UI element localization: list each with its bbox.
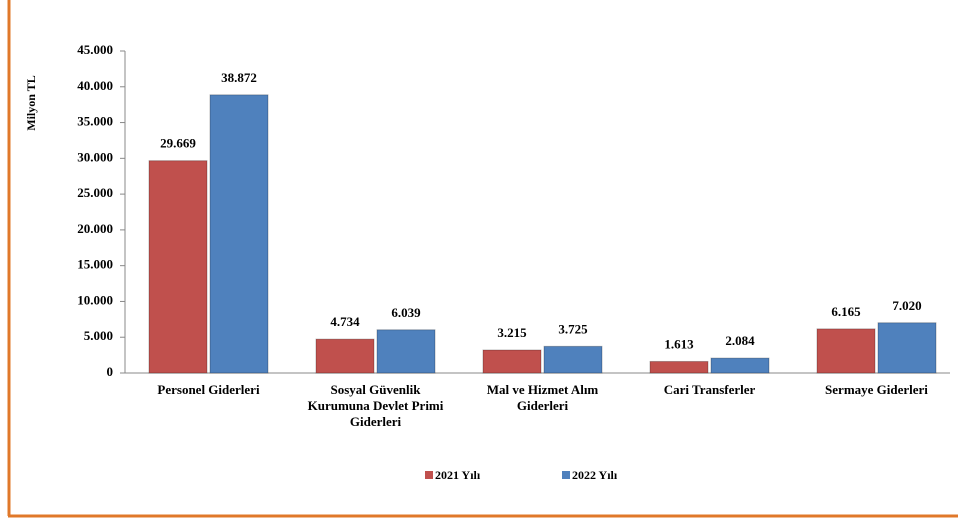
- y-tick-label: 5.000: [84, 328, 113, 343]
- data-label: 3.725: [558, 321, 588, 336]
- data-label: 29.669: [160, 136, 196, 151]
- bar: [543, 345, 603, 374]
- data-label: 6.165: [831, 304, 861, 319]
- x-tick-label: Sosyal Güvenlik Kurumuna Devlet Primi Gi…: [307, 382, 444, 429]
- y-tick-label: 25.000: [77, 185, 113, 200]
- legend-label: 2021 Yılı: [435, 468, 481, 482]
- y-axis-label: Milyon TL: [24, 75, 38, 130]
- y-tick-label: 45.000: [77, 42, 113, 57]
- data-label: 6.039: [391, 305, 421, 320]
- y-tick-label: 30.000: [77, 149, 113, 164]
- bar: [877, 322, 937, 374]
- bar: [315, 338, 375, 374]
- bar: [816, 328, 876, 374]
- data-label: 38.872: [221, 70, 257, 85]
- x-tick-label: Mal ve Hizmet Alım Giderleri: [486, 382, 599, 413]
- bar: [148, 160, 208, 374]
- data-label: 3.215: [497, 325, 527, 340]
- y-tick-label: 0: [107, 364, 114, 379]
- y-tick-label: 40.000: [77, 78, 113, 93]
- y-tick-label: 35.000: [77, 114, 113, 129]
- bar: [710, 357, 770, 374]
- legend-swatch: [562, 471, 570, 479]
- x-tick-label: Personel Giderleri: [157, 382, 260, 397]
- bar: [482, 349, 542, 374]
- data-label: 4.734: [330, 314, 360, 329]
- y-tick-label: 20.000: [77, 221, 113, 236]
- legend-swatch: [425, 471, 433, 479]
- legend-label: 2022 Yılı: [572, 468, 618, 482]
- data-label: 2.084: [725, 333, 755, 348]
- bar: [376, 329, 436, 374]
- data-label: 1.613: [664, 336, 694, 351]
- y-tick-label: 10.000: [77, 292, 113, 307]
- x-tick-label: Sermaye Giderleri: [825, 382, 928, 397]
- bar: [649, 360, 709, 374]
- y-tick-label: 15.000: [77, 257, 113, 272]
- bar: [209, 94, 269, 374]
- x-tick-label: Cari Transferler: [663, 382, 756, 397]
- data-label: 7.020: [892, 298, 921, 313]
